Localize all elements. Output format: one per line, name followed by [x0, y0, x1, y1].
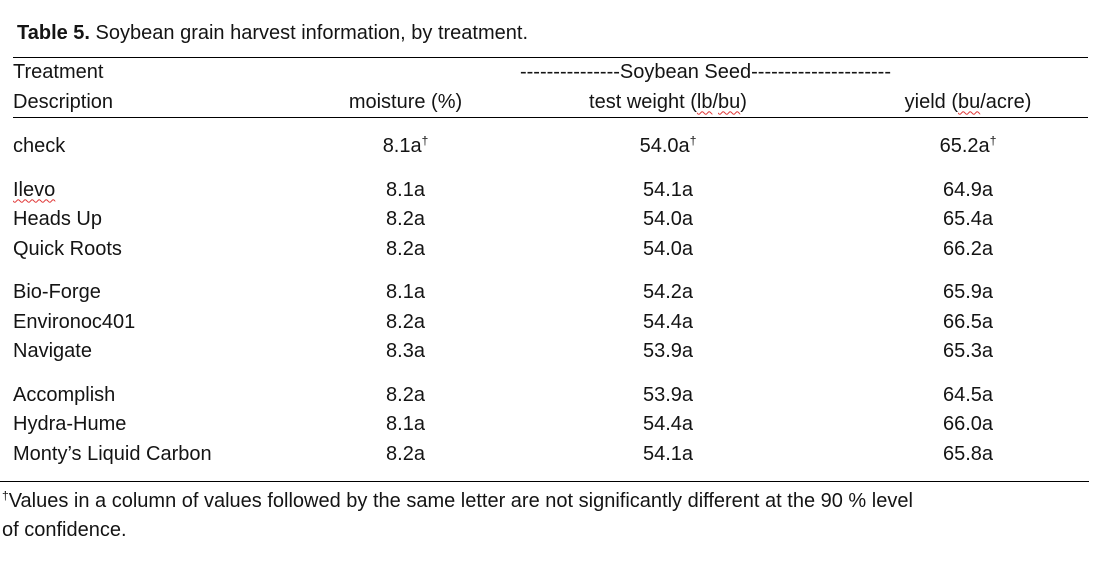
group-dashes-left: ---------------	[519, 61, 620, 83]
cell-test-weight-value: 54.0a	[639, 135, 690, 157]
row-spacer	[13, 367, 1088, 381]
header-treatment: Treatment	[13, 61, 104, 83]
header-test-weight: test weight (lb/bu)	[488, 87, 848, 118]
cell-moisture: 8.1a†	[323, 118, 488, 162]
cell-treatment-name: Heads Up	[13, 208, 102, 230]
table-row-check: check 8.1a† 54.0a† 65.2a†	[13, 118, 1088, 162]
cell-test-weight: 53.9a	[642, 383, 694, 406]
cell-test-weight: 54.2a	[642, 281, 694, 303]
header-yield-pre: yield (	[904, 90, 958, 113]
cell-moisture: 8.3a	[386, 340, 425, 362]
cell-yield: 65.4a	[942, 208, 994, 230]
cell-yield: 64.9a	[942, 178, 994, 201]
header-test-weight-slash: /	[712, 90, 719, 113]
dagger-icon: †	[989, 133, 997, 148]
header-group-soybean-seed: ---------------Soybean Seed-------------…	[323, 58, 1088, 88]
table-row-environoc401: Environoc401 8.2a 54.4a 66.5a	[13, 308, 1088, 338]
cell-yield: 65.2a†	[848, 118, 1088, 162]
cell-yield: 66.0a	[942, 413, 994, 435]
cell-moisture: 8.2a	[386, 208, 425, 230]
cell-moisture: 8.2a	[386, 442, 425, 465]
cell-test-weight: 54.0a†	[488, 118, 848, 162]
cell-treatment-name: Monty’s Liquid Carbon	[13, 442, 212, 465]
table-row-accomplish: Accomplish 8.2a 53.9a 64.5a	[13, 381, 1088, 411]
footnote-line-1: †Values in a column of values followed b…	[2, 487, 1089, 516]
harvest-table: Treatment ---------------Soybean Seed---…	[13, 57, 1088, 469]
misspelled-word: Ilevo	[13, 178, 56, 201]
header-description: Description	[13, 87, 323, 118]
dagger-icon: †	[2, 488, 9, 503]
header-row-2: Description moisture (%) test weight (lb…	[13, 87, 1088, 118]
cell-treatment-name: Environoc401	[13, 310, 136, 333]
table-caption-text: Soybean grain harvest information, by tr…	[90, 22, 529, 44]
cell-yield-value: 65.2a	[939, 135, 990, 157]
table-row-bio-forge: Bio-Forge 8.1a 54.2a 65.9a	[13, 278, 1088, 308]
header-row-1: Treatment ---------------Soybean Seed---…	[13, 58, 1088, 88]
cell-yield: 65.3a	[942, 340, 994, 362]
cell-moisture: 8.1a	[386, 281, 425, 303]
table-row-ilevo: Ilevo 8.1a 54.1a 64.9a	[13, 176, 1088, 206]
cell-moisture: 8.1a	[386, 178, 425, 201]
table-row-navigate: Navigate 8.3a 53.9a 65.3a	[13, 337, 1088, 367]
cell-test-weight: 54.1a	[642, 442, 694, 465]
table-caption: Table 5. Soybean grain harvest informati…	[17, 20, 1107, 47]
table-row-quick-roots: Quick Roots 8.2a 54.0a 66.2a	[13, 235, 1088, 265]
cell-treatment-name: Ilevo	[13, 176, 323, 206]
footnote-line-2: of confidence.	[2, 518, 127, 541]
cell-moisture: 8.2a	[386, 383, 425, 406]
cell-moisture: 8.2a	[386, 310, 425, 333]
row-spacer	[13, 264, 1088, 278]
cell-test-weight: 54.0a	[642, 237, 694, 260]
cell-treatment-name: Accomplish	[13, 383, 116, 406]
cell-yield: 66.2a	[942, 237, 994, 260]
cell-test-weight: 53.9a	[642, 340, 694, 362]
footnote: †Values in a column of values followed b…	[0, 481, 1089, 544]
cell-treatment-name: Quick Roots	[13, 237, 122, 260]
table-row-hydra-hume: Hydra-Hume 8.1a 54.4a 66.0a	[13, 410, 1088, 440]
dagger-icon: †	[421, 133, 429, 148]
header-yield: yield (bu/acre)	[848, 87, 1088, 118]
table-row-montys-liquid-carbon: Monty’s Liquid Carbon 8.2a 54.1a 65.8a	[13, 440, 1088, 470]
cell-yield: 66.5a	[942, 310, 994, 333]
cell-test-weight: 54.0a	[642, 208, 694, 230]
cell-test-weight: 54.4a	[642, 310, 694, 333]
header-test-weight-post: )	[740, 90, 747, 113]
table-row-heads-up: Heads Up 8.2a 54.0a 65.4a	[13, 205, 1088, 235]
header-test-weight-lb: lb	[696, 90, 713, 113]
header-test-weight-pre: test weight (	[589, 90, 697, 113]
cell-moisture-value: 8.1a	[382, 135, 422, 157]
table-caption-number: Table 5.	[17, 22, 90, 44]
cell-test-weight: 54.4a	[642, 413, 694, 435]
header-moisture: moisture (%)	[323, 87, 488, 118]
cell-treatment-name: check	[13, 135, 66, 157]
cell-treatment-name: Bio-Forge	[13, 281, 101, 303]
header-yield-post: /acre)	[980, 90, 1032, 113]
cell-treatment-name: Navigate	[13, 340, 92, 362]
cell-yield: 65.8a	[942, 442, 994, 465]
cell-yield: 64.5a	[942, 383, 994, 406]
cell-treatment-name: Hydra-Hume	[13, 413, 127, 435]
row-spacer	[13, 162, 1088, 176]
header-yield-bu: bu	[957, 90, 981, 113]
group-label: Soybean Seed	[619, 61, 752, 83]
cell-test-weight: 54.1a	[642, 178, 694, 201]
header-test-weight-bu: bu	[718, 90, 741, 113]
footnote-text-1: Values in a column of values followed by…	[8, 490, 913, 512]
cell-yield: 65.9a	[942, 281, 994, 303]
dagger-icon: †	[689, 133, 697, 148]
cell-moisture: 8.1a	[386, 413, 425, 435]
group-dashes-right: ---------------------	[751, 61, 891, 83]
cell-moisture: 8.2a	[386, 237, 425, 260]
